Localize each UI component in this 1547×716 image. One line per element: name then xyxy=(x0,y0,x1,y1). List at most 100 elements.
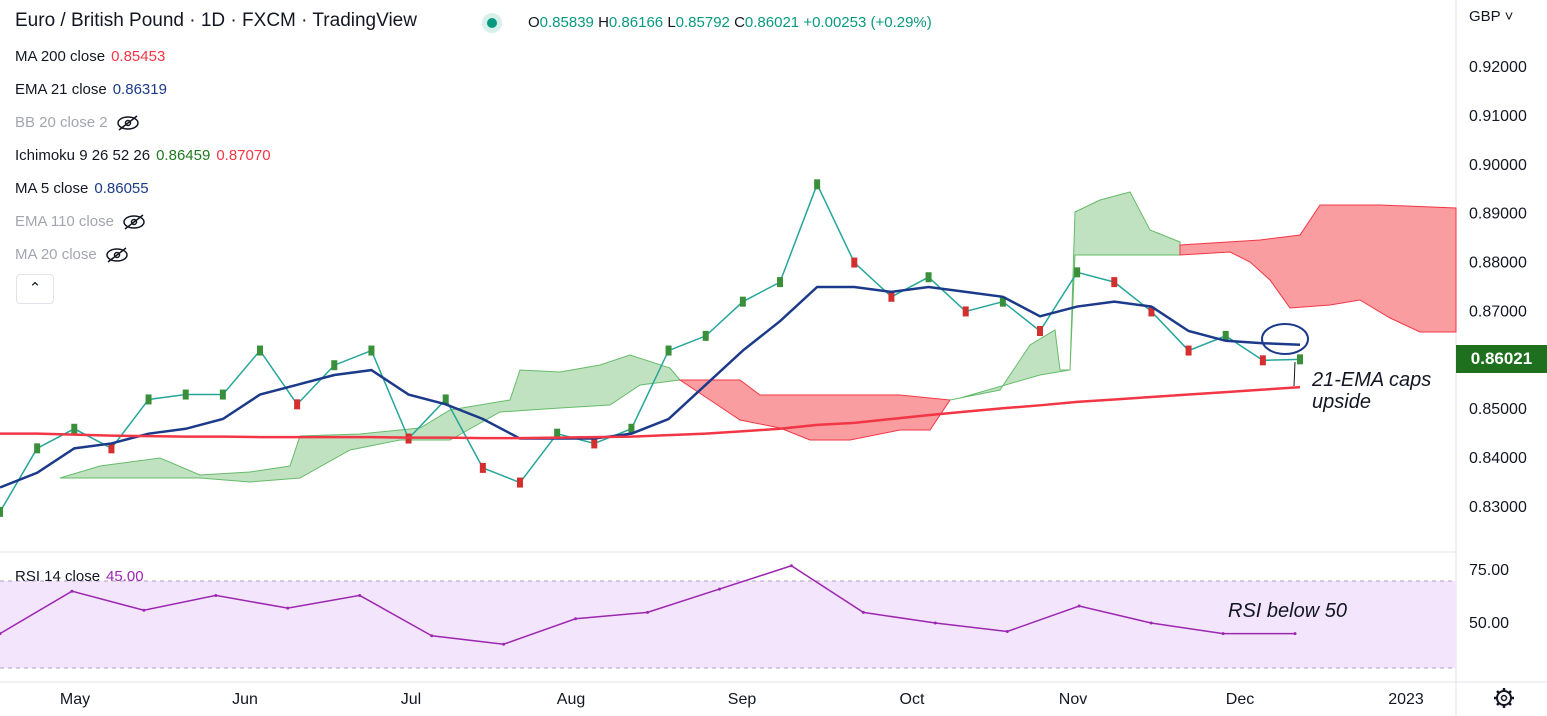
candle-point xyxy=(628,423,635,434)
candle-point xyxy=(1297,354,1303,365)
candle-point xyxy=(702,330,709,341)
candle-point xyxy=(71,423,78,434)
rsi-point xyxy=(142,608,146,612)
rsi-point xyxy=(789,564,793,568)
gear-icon[interactable] xyxy=(1494,688,1514,708)
candle-point xyxy=(182,389,189,400)
candle-point xyxy=(1074,267,1081,278)
price-tick-label: 0.83000 xyxy=(1469,499,1527,516)
time-tick-label: May xyxy=(60,691,90,708)
chart-title: Euro / British Pound · 1D · FXCM · Tradi… xyxy=(15,10,417,31)
candle-point xyxy=(739,296,746,307)
price-tick-label: 0.87000 xyxy=(1469,303,1527,320)
price-tick-label: 0.92000 xyxy=(1469,59,1527,76)
rsi-point xyxy=(70,589,74,593)
chevron-down-icon: ˅ xyxy=(1504,8,1514,25)
candle-point xyxy=(219,389,226,400)
last-price-tag: 0.86021 xyxy=(1456,345,1547,373)
chevron-up-icon: ⌃ xyxy=(28,280,42,297)
candle-point xyxy=(777,277,783,288)
rsi-point xyxy=(214,593,218,597)
candle-point xyxy=(925,272,932,283)
candle-point xyxy=(442,394,449,405)
annotation-ema-line2: upside xyxy=(1312,391,1371,413)
candle-point xyxy=(962,306,969,317)
rsi-point xyxy=(717,587,721,591)
price-tick-label: 0.89000 xyxy=(1469,206,1527,223)
candle-point xyxy=(1148,306,1155,317)
candle-point xyxy=(999,296,1006,307)
rsi-point xyxy=(1221,632,1225,636)
price-tick-label: 0.90000 xyxy=(1469,157,1527,174)
currency-selector[interactable]: GBP ˅ xyxy=(1469,8,1514,25)
time-tick-label: Oct xyxy=(900,691,925,708)
highlight-circle xyxy=(1261,323,1309,355)
candle-point xyxy=(34,443,41,454)
candle-point xyxy=(888,291,895,302)
legend-ma20[interactable]: MA 20 close xyxy=(15,246,129,263)
candle-point xyxy=(331,360,338,371)
rsi-tick-label: 75.00 xyxy=(1469,562,1509,579)
ohlc-readout: O0.85839 H0.86166 L0.85792 C0.86021 +0.0… xyxy=(528,14,932,31)
eye-hidden-icon[interactable] xyxy=(122,214,146,230)
time-tick-label: Dec xyxy=(1226,691,1254,708)
series-line-ma-200-close xyxy=(0,385,1301,440)
time-tick-label: Nov xyxy=(1059,691,1087,708)
candle-point xyxy=(0,506,3,517)
time-tick-label: Aug xyxy=(557,691,585,708)
legend-bb20[interactable]: BB 20 close 2 xyxy=(15,114,140,131)
time-tick-label: Jun xyxy=(232,691,258,708)
candle-point xyxy=(108,443,115,454)
rsi-point xyxy=(502,642,506,646)
rsi-point xyxy=(1077,604,1081,608)
candle-point xyxy=(1222,330,1229,341)
rsi-point xyxy=(1005,629,1009,633)
eye-hidden-icon[interactable] xyxy=(105,247,129,263)
price-tick-label: 0.88000 xyxy=(1469,255,1527,272)
rsi-band xyxy=(0,581,1456,668)
legend-ema21[interactable]: EMA 21 close 0.86319 xyxy=(15,81,167,98)
series-line-eur-gbp-close xyxy=(0,182,1301,513)
candle-point xyxy=(591,438,598,449)
legend-rsi[interactable]: RSI 14 close 45.00 xyxy=(15,568,144,585)
eye-hidden-icon[interactable] xyxy=(116,115,140,131)
rsi-point xyxy=(574,617,578,621)
candle-point xyxy=(517,477,523,488)
legend-ema110[interactable]: EMA 110 close xyxy=(15,213,146,230)
rsi-point xyxy=(1293,632,1297,636)
market-status-icon xyxy=(482,13,502,33)
annotation-pointer xyxy=(1293,361,1296,387)
rsi-point xyxy=(646,610,649,614)
time-tick-label: Sep xyxy=(728,691,757,708)
rsi-point xyxy=(286,606,290,610)
legend-ma5[interactable]: MA 5 close 0.86055 xyxy=(15,180,149,197)
legend-ma200[interactable]: MA 200 close 0.85453 xyxy=(15,48,166,65)
candle-point xyxy=(368,345,375,356)
candle-point xyxy=(1259,355,1266,366)
time-tick-label: Jul xyxy=(401,691,421,708)
candle-point xyxy=(554,428,561,439)
rsi-point xyxy=(1149,621,1153,625)
legend-ichimoku[interactable]: Ichimoku 9 26 52 26 0.86459 0.87070 xyxy=(15,147,271,164)
candle-point xyxy=(145,394,152,405)
series-line-ema-21-close xyxy=(0,285,1301,489)
rsi-tick-label: 50.00 xyxy=(1469,615,1509,632)
candle-point xyxy=(1111,277,1118,288)
price-tick-label: 0.85000 xyxy=(1469,401,1527,418)
annotation-ema-line1: 21-EMA caps xyxy=(1311,369,1431,391)
time-tick-label: 2023 xyxy=(1388,691,1424,708)
ichimoku-cloud xyxy=(59,191,1457,483)
candle-point xyxy=(257,345,263,356)
candle-point xyxy=(851,257,858,268)
collapse-legend-button[interactable]: ⌃ xyxy=(16,274,54,304)
price-tick-label: 0.84000 xyxy=(1469,450,1527,467)
candle-point xyxy=(1185,345,1192,356)
rsi-point xyxy=(0,632,2,636)
rsi-point xyxy=(430,634,434,638)
price-tick-label: 0.91000 xyxy=(1469,108,1527,125)
rsi-point xyxy=(358,593,362,597)
candle-point xyxy=(479,462,486,473)
candle-point xyxy=(294,399,301,410)
annotation-rsi: RSI below 50 xyxy=(1228,600,1347,622)
